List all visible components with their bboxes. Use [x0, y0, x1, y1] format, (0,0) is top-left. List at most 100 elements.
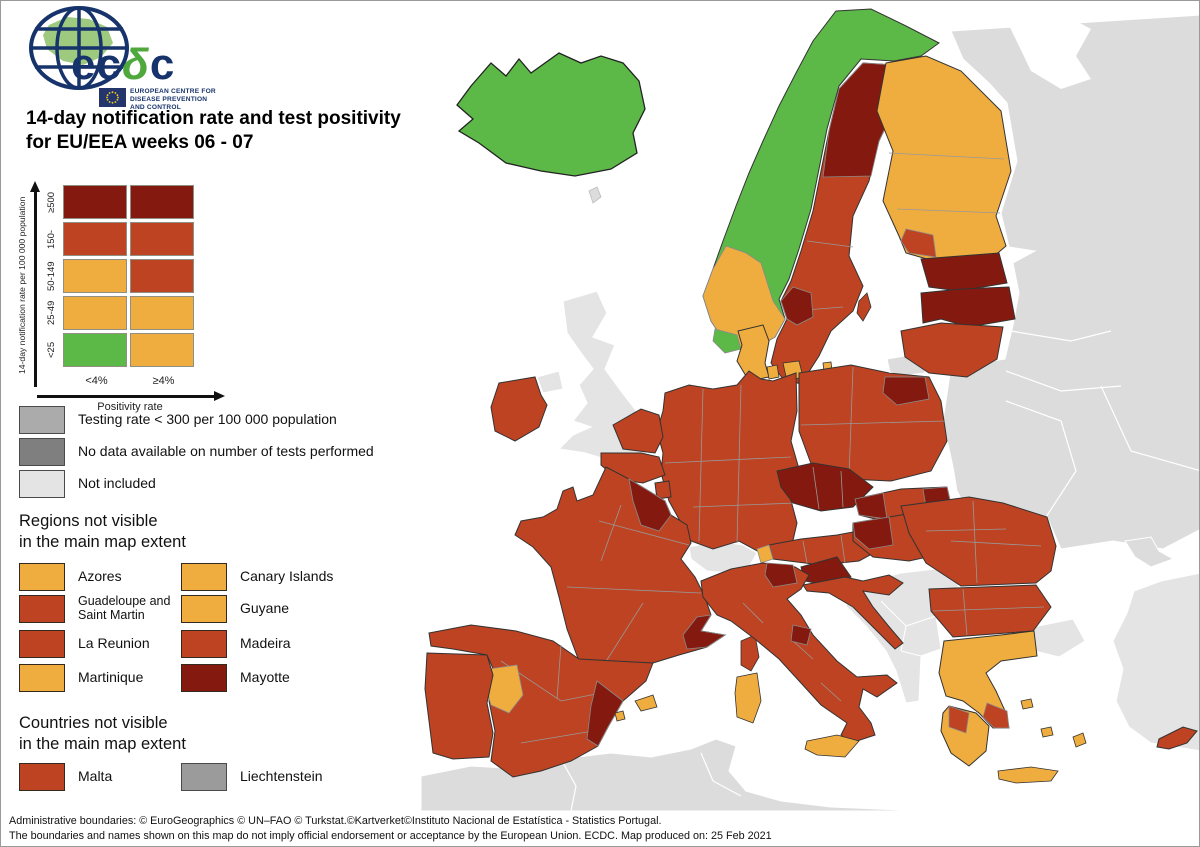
azores-swatch — [19, 563, 65, 591]
legend-matrix: 14-day notification rate per 100 000 pop… — [17, 179, 227, 413]
matrix-cell — [63, 296, 127, 330]
no-data-swatch — [19, 438, 65, 466]
countries-not-visible-heading: Countries not visible in the main map ex… — [19, 714, 186, 753]
legend-item-no-data: No data available on number of tests per… — [19, 438, 374, 466]
liechtenstein-swatch — [181, 763, 227, 791]
region-valencia — [586, 680, 624, 747]
legend-item-martinique: Martinique — [19, 664, 169, 692]
no-data-label: No data available on number of tests per… — [78, 443, 374, 460]
ecdc-wordmark: ecδc — [71, 40, 176, 89]
legend-item-malta: Malta — [19, 763, 169, 791]
region-czechia — [776, 462, 874, 512]
legend-item-not-included: Not included — [19, 470, 156, 498]
matrix-cell — [63, 259, 127, 293]
ecdc-logo: ecδc EUROPEAN CENTRE FOR DISEASE PREVENT… — [27, 5, 327, 111]
azores-label: Azores — [78, 568, 122, 585]
region-sweden-southwest — [780, 286, 814, 326]
region-gotland — [856, 292, 872, 322]
guyane-swatch — [181, 595, 227, 623]
region-italy — [700, 562, 898, 744]
la-reunion-label: La Reunion — [78, 635, 150, 652]
region-italy-north — [764, 562, 798, 588]
matrix-cell — [63, 222, 127, 256]
region-norway-south-tip — [712, 328, 742, 354]
matrix-cell — [130, 296, 194, 330]
not-included-swatch — [19, 470, 65, 498]
matrix-col-label: <4% — [85, 375, 108, 387]
legend-item-canary-islands: Canary Islands — [181, 563, 361, 591]
ecdc-org-name: EUROPEAN CENTRE FOR DISEASE PREVENTION A… — [130, 88, 216, 112]
mayotte-swatch — [181, 664, 227, 692]
mayotte-label: Mayotte — [240, 669, 290, 686]
guyane-label: Guyane — [240, 600, 290, 617]
la-reunion-swatch — [19, 630, 65, 658]
north-africa-border — [560, 752, 742, 811]
eu-flag-icon — [99, 88, 126, 107]
region-attica — [982, 702, 1010, 729]
matrix-row-label: <25 — [46, 341, 57, 359]
map-title-line1: 14-day notification rate and test positi… — [26, 108, 401, 129]
finland-region-borders — [888, 152, 1005, 214]
bulgaria-region-borders — [932, 588, 1045, 636]
region-faroe-islands — [588, 186, 602, 204]
matrix-row-label: 25-49 — [46, 300, 57, 326]
region-croatia — [802, 574, 904, 650]
region-crimea — [1124, 536, 1175, 568]
white-sea-inlet — [1006, 13, 1091, 89]
region-france-southeast — [682, 614, 727, 650]
region-finland-southwest — [900, 228, 937, 258]
czechia-region-borders — [812, 466, 844, 510]
canary-islands-label: Canary Islands — [240, 568, 334, 585]
matrix-cell — [130, 333, 194, 367]
matrix-x-axis-label: Positivity rate — [97, 401, 163, 413]
martinique-label: Martinique — [78, 669, 144, 686]
matrix-row-label: 50-149 — [46, 261, 57, 291]
region-aegean-island-2 — [1040, 726, 1054, 738]
matrix-row-label: ≥500 — [46, 191, 57, 213]
matrix-grid — [63, 185, 197, 370]
matrix-cell — [63, 333, 127, 367]
legend-item-liechtenstein: Liechtenstein — [181, 763, 381, 791]
france-region-borders — [566, 504, 702, 664]
noneu-internal-borders — [1005, 330, 1199, 518]
region-northern-ireland — [536, 370, 564, 394]
testing-rate-swatch — [19, 406, 65, 434]
madeira-swatch — [181, 630, 227, 658]
matrix-cell — [63, 185, 127, 219]
region-latvia — [920, 286, 1016, 328]
legend-item-azores: Azores — [19, 563, 169, 591]
globe-icon — [29, 6, 129, 90]
region-iceland — [456, 52, 646, 177]
footer-line1: Administrative boundaries: © EuroGeograp… — [9, 815, 662, 827]
footer-line2: The boundaries and names shown on this m… — [9, 829, 772, 842]
germany-region-borders — [664, 384, 796, 544]
region-sweden-north — [822, 62, 899, 178]
legend-item-guadeloupe: Guadeloupe and Saint Martin — [19, 594, 179, 623]
malta-swatch — [19, 763, 65, 791]
matrix-col-labels: <4% ≥4% — [63, 375, 197, 387]
region-ireland — [490, 376, 548, 442]
region-rhodes — [1072, 732, 1087, 748]
canary-islands-swatch — [181, 563, 227, 591]
region-west-peloponnese — [948, 705, 970, 734]
legend-item-la-reunion: La Reunion — [19, 630, 169, 658]
region-hungary-northwest — [852, 516, 894, 550]
legend-item-testing-rate: Testing rate < 300 per 100 000 populatio… — [19, 406, 337, 434]
austria-region-borders — [802, 534, 846, 564]
matrix-row-labels: ≥500 150-499 50-149 25-49 <25 — [43, 185, 75, 370]
testing-rate-label: Testing rate < 300 per 100 000 populatio… — [78, 411, 337, 428]
legend-item-guyane: Guyane — [181, 595, 361, 623]
region-lithuania — [900, 322, 1004, 378]
region-vorarlberg — [756, 544, 774, 564]
region-netherlands — [612, 408, 664, 454]
map-title: 14-day notification rate and test positi… — [26, 107, 401, 155]
matrix-x-axis-arrow — [37, 391, 225, 401]
region-turkey — [1112, 572, 1199, 752]
region-portugal — [424, 652, 494, 760]
matrix-row-label: 150-499 — [46, 229, 75, 249]
region-cyprus — [1156, 726, 1198, 750]
spain-region-borders — [500, 644, 602, 744]
region-sicily — [804, 734, 860, 758]
matrix-col-label: ≥4% — [152, 375, 175, 387]
